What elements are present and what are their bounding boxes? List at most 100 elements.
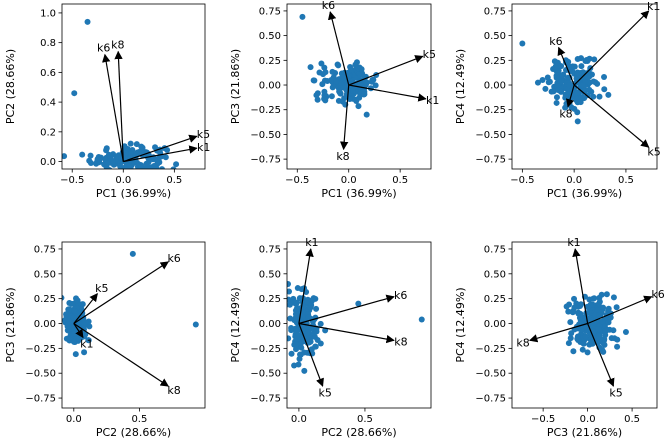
scatter-point: [320, 71, 327, 78]
scatter-point: [107, 152, 114, 159]
scatter-point: [601, 341, 608, 348]
vector-label-k8: k8: [336, 150, 349, 163]
x-tick-label: 0.5: [357, 414, 373, 425]
scatter-point-outlier: [192, 321, 199, 328]
scatter-point: [349, 87, 356, 94]
x-axis-label: PC2 (28.66%): [96, 426, 171, 439]
y-tick-label: −0.75: [25, 394, 56, 405]
loading-vector-k6: [102, 53, 124, 162]
scatter-point: [321, 77, 328, 84]
scatter-point: [317, 320, 324, 327]
scatter-point: [288, 350, 295, 357]
scatter-point: [71, 330, 78, 337]
scatter-point: [312, 343, 319, 350]
scatter-point: [553, 94, 560, 101]
y-tick-label: 0.00: [259, 319, 281, 330]
y-tick-label: 0.6: [40, 68, 56, 79]
vector-label-k6: k6: [549, 35, 562, 48]
y-tick-label: −0.50: [475, 369, 506, 380]
loading-vector-k5: [298, 323, 324, 387]
scatter-point: [579, 94, 586, 101]
vector-label-k1: k1: [305, 236, 318, 249]
scatter-point: [372, 82, 379, 89]
scatter-point: [565, 308, 572, 315]
vector-label-k6: k6: [97, 42, 110, 55]
scatter-point: [361, 78, 368, 85]
scatter-point: [574, 70, 581, 77]
scatter-point: [152, 168, 156, 169]
x-tick-label: 0.5: [166, 175, 182, 186]
vector-label-k1: k1: [567, 236, 580, 249]
scatter-point: [134, 176, 140, 182]
y-tick-label: −0.50: [250, 369, 281, 380]
y-tick-label: 0.4: [40, 98, 56, 109]
x-tick-label: 0.0: [66, 414, 82, 425]
scatter-point: [133, 159, 140, 166]
scatter-point: [595, 326, 602, 333]
scatter-point: [70, 338, 77, 345]
loading-vector-k5: [73, 293, 98, 324]
y-tick-label: 0.25: [484, 294, 506, 305]
loading-vector-k5: [573, 84, 650, 148]
x-tick-label: 0.5: [392, 175, 408, 186]
x-axis-label: PC3 (21.86%): [547, 426, 622, 439]
scatter-point: [62, 153, 68, 160]
y-tick-label: −0.75: [250, 394, 281, 405]
scatter-point: [601, 74, 608, 80]
vector-label-k6: k6: [651, 288, 664, 301]
vector-label-k8: k8: [394, 336, 407, 349]
scatter-point: [318, 60, 325, 67]
loading-vector-k6: [557, 46, 575, 86]
x-tick-label: 0.0: [566, 175, 582, 186]
scatter-point-outlier: [129, 250, 136, 257]
x-tick-label: 0.0: [580, 414, 596, 425]
scatter-point: [574, 55, 581, 62]
scatter-point: [614, 336, 621, 343]
scatter-point: [295, 361, 302, 368]
scatter-point: [152, 144, 159, 151]
loading-vector-k8: [114, 50, 124, 162]
scatter-point: [138, 143, 145, 150]
scatter-point: [596, 312, 603, 319]
scatter-point: [590, 295, 597, 302]
scatter-point: [608, 335, 615, 342]
vector-label-k1: k1: [647, 0, 660, 13]
scatter-point: [170, 166, 177, 169]
y-tick-label: −0.25: [250, 105, 281, 116]
scatter-point: [584, 349, 591, 356]
x-tick-label: −0.5: [510, 175, 534, 186]
scatter-point: [308, 302, 315, 309]
scatter-point: [321, 95, 328, 102]
y-tick-label: 0.50: [259, 269, 281, 280]
y-tick-label: 0.00: [484, 81, 506, 92]
scatter-point: [355, 65, 362, 72]
vector-label-k8: k8: [167, 384, 180, 397]
scatter-point: [363, 111, 370, 118]
scatter-point: [328, 93, 335, 100]
scatter-point: [587, 302, 594, 309]
y-tick-label: 0.25: [484, 56, 506, 67]
y-tick-label: 0.25: [34, 294, 56, 305]
scatter-point: [82, 319, 89, 326]
y-tick-label: 0.25: [259, 56, 281, 67]
scatter-point: [595, 300, 602, 307]
scatter-point: [610, 294, 617, 301]
y-tick-label: 0.75: [484, 244, 506, 255]
loading-vector-k6: [298, 294, 395, 325]
vector-label-k6: k6: [322, 0, 335, 12]
scatter-point: [610, 327, 617, 334]
y-axis-label: PC2 (28.66%): [4, 49, 17, 124]
subplot-4: k6 k5 k1 k8 0.0 0.5 −0.75 −0.50 −0.25 0.00 0.25 0.5…: [4, 241, 206, 439]
loading-vector-k1: [572, 248, 589, 324]
scatter-point: [534, 79, 541, 86]
axes-frame: [61, 3, 206, 170]
loading-vector-k8: [298, 322, 395, 344]
loading-vector-k5: [587, 323, 615, 387]
vector-label-k8: k8: [111, 39, 124, 52]
y-tick-label: 0.8: [40, 38, 56, 49]
scatter-point: [313, 305, 320, 312]
scatter-point: [66, 336, 73, 343]
scatter-point: [550, 88, 557, 95]
scatter-point: [558, 88, 564, 95]
y-tick-label: 0.50: [484, 31, 506, 42]
